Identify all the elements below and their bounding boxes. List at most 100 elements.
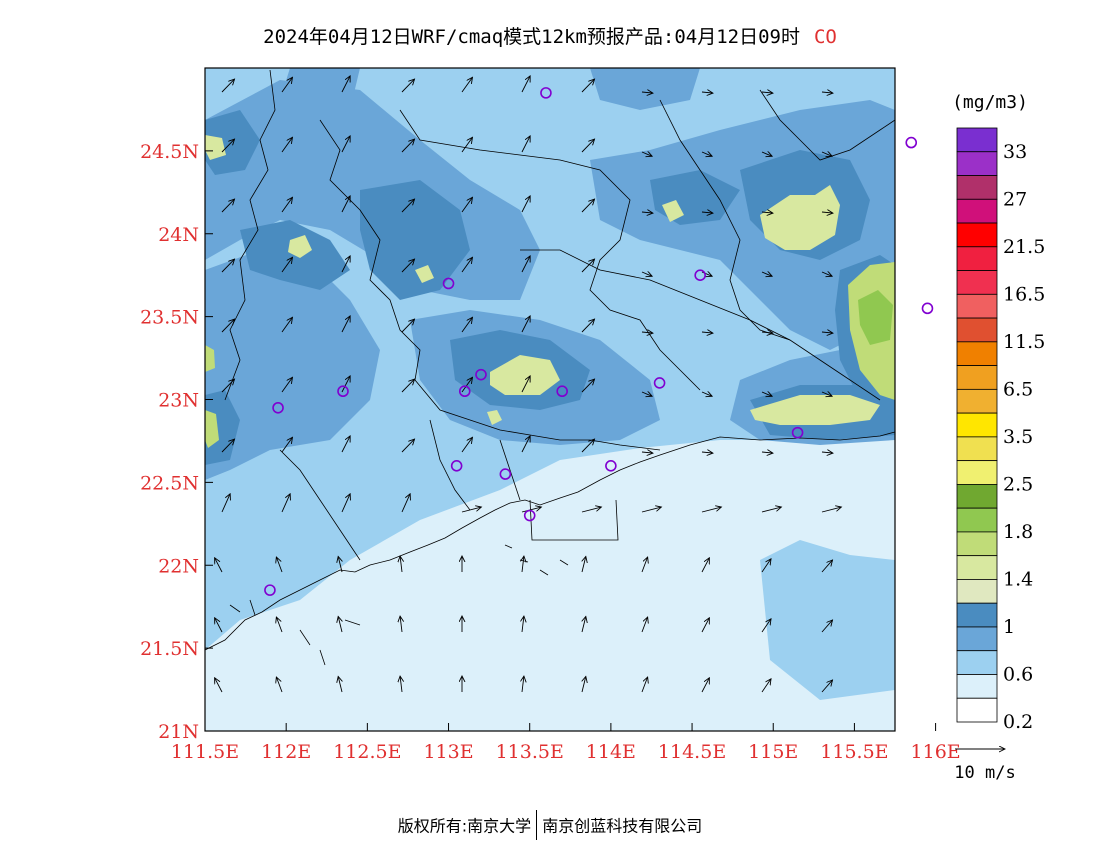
wind-arrow [281, 77, 292, 93]
wind-arrow [821, 392, 832, 396]
station-marker [905, 136, 918, 149]
wind-arrow [401, 259, 415, 273]
wind-arrow [641, 332, 653, 333]
station-marker [264, 584, 276, 596]
wind-arrow [821, 92, 833, 93]
wind-arrow [281, 137, 292, 153]
wind-arrow [521, 316, 530, 333]
wind-arrow [761, 272, 772, 276]
lon-tick-label: 114E [586, 741, 636, 763]
wind-arrow [821, 507, 841, 513]
lat-tick-label: 23N [158, 390, 199, 412]
map-title: 2024年04月12日WRF/cmaq模式12km预报产品:04月12日09时 C… [0, 22, 1100, 49]
station-marker [791, 426, 804, 439]
legend-label: 1.8 [1003, 521, 1033, 543]
lon-tick-label: 113.5E [496, 741, 564, 763]
wind-arrow [276, 557, 283, 573]
wind-arrow [641, 212, 653, 213]
wind-arrow [522, 556, 524, 573]
wind-arrow [400, 676, 402, 693]
legend-color-box [956, 198, 998, 224]
legend-color-box [956, 365, 998, 390]
lon-tick-label: 115E [748, 741, 798, 763]
wind-arrow [761, 332, 773, 333]
wind-arrow [701, 332, 713, 333]
legend-color-box [956, 127, 998, 153]
legend-label: 1.4 [1003, 568, 1033, 590]
wind-arrow [582, 676, 586, 693]
wind-arrow [221, 79, 235, 93]
wind-arrow [401, 79, 415, 93]
pollutant-label: CO [813, 26, 837, 48]
wind-arrow [401, 379, 415, 393]
wind-arrow [341, 136, 350, 153]
wind-arrow [581, 79, 595, 93]
lon-tick-label: 113E [423, 741, 473, 763]
wind-arrow [401, 494, 410, 513]
wind-arrow [341, 256, 350, 273]
station-marker [605, 459, 617, 472]
lat-tick-label: 24N [158, 224, 199, 246]
station-marker [523, 509, 536, 522]
legend-label: 33 [1003, 141, 1027, 163]
legend-color-box [956, 626, 998, 652]
wind-arrow [215, 558, 223, 573]
legend-color-box [956, 341, 998, 366]
wind-arrow [221, 139, 235, 153]
wind-arrow [641, 507, 661, 513]
wind-arrow [641, 452, 653, 453]
wind-arrow [641, 92, 653, 93]
wind-arrow [221, 494, 230, 513]
wind-arrow [821, 620, 833, 633]
legend-label: 1 [1003, 616, 1015, 638]
wind-arrow [461, 377, 472, 393]
wind-arrow [341, 76, 350, 93]
wind-arrow [641, 392, 652, 396]
legend-label: 0.6 [1003, 663, 1033, 685]
wind-arrow [461, 317, 472, 333]
wind-arrow [281, 317, 292, 333]
lat-tick-label: 23.5N [140, 307, 199, 329]
lat-tick-label: 21N [158, 721, 199, 743]
wind-arrow [701, 507, 721, 513]
credit-right: 南京创蓝科技有限公司 [542, 816, 703, 836]
lon-tick-label: 116E [911, 741, 961, 763]
lat-tick-label: 24.5N [140, 141, 199, 163]
wind-arrow [821, 452, 833, 453]
legend-label: 27 [1003, 188, 1027, 210]
legend-color-box [956, 602, 998, 628]
legend-color-box [956, 151, 998, 176]
legend-color-box [956, 293, 998, 319]
wind-arrow [521, 376, 530, 393]
wind-arrow [641, 677, 648, 693]
wind-reference-label: 10 m/s [954, 763, 1015, 783]
wind-arrow [701, 152, 712, 156]
wind-arrow [581, 259, 595, 273]
wind-arrow [221, 439, 235, 453]
wind-arrow [701, 452, 713, 453]
wind-vectors [215, 76, 842, 693]
wind-arrow [221, 199, 235, 213]
wind-arrow [581, 439, 595, 453]
wind-arrow [338, 556, 342, 573]
lat-tick-label: 22.5N [140, 472, 199, 494]
wind-arrow [641, 617, 648, 633]
wind-arrow [461, 197, 472, 213]
credit-separator [536, 810, 538, 840]
wind-arrow [761, 559, 771, 573]
wind-arrow [461, 77, 472, 93]
wind-arrow [281, 494, 290, 513]
legend-color-box [956, 412, 998, 438]
wind-arrow [761, 152, 772, 156]
legend-color-box [956, 460, 998, 485]
legend-color-box [956, 175, 998, 200]
wind-arrow [701, 92, 713, 93]
legend-label: 0.2 [1003, 711, 1033, 733]
legend-color-box [956, 555, 998, 580]
legend-color-box [956, 436, 998, 462]
wind-arrow [761, 92, 773, 93]
wind-arrow [521, 507, 541, 513]
legend-color-box [956, 222, 998, 248]
legend-color-box [956, 388, 998, 414]
wind-arrow [221, 259, 235, 273]
